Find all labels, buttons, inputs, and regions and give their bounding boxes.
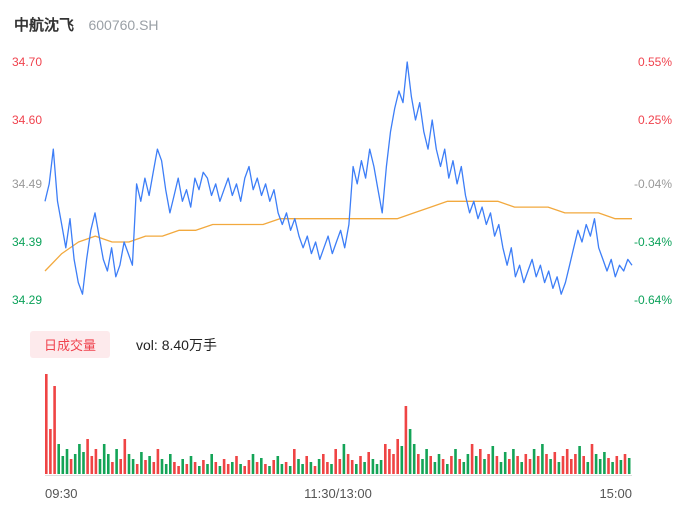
x-axis-label-open: 09:30 xyxy=(45,486,78,501)
pct-axis-label: 0.25% xyxy=(637,113,672,127)
price-axis-label: 34.60 xyxy=(12,113,43,127)
volume-value-label: vol: 8.40万手 xyxy=(136,336,217,353)
pct-axis-label-low: -0.64% xyxy=(633,293,672,307)
pct-axis-label-prevclose: -0.04% xyxy=(633,177,672,191)
stock-name: 中航沈飞 xyxy=(14,17,75,34)
intraday-price-chart[interactable] xyxy=(0,45,686,315)
price-axis-label: 34.39 xyxy=(12,235,43,249)
header: 中航沈飞 600760.SH xyxy=(14,14,159,35)
pct-axis-label: -0.34% xyxy=(633,235,672,249)
volume-tab-badge[interactable]: 日成交量 xyxy=(30,331,111,358)
x-axis-label-close: 15:00 xyxy=(599,486,632,501)
stock-code: 600760.SH xyxy=(88,17,159,33)
pct-axis-label-high: 0.55% xyxy=(637,55,672,69)
price-axis-label-prevclose: 34.49 xyxy=(12,177,43,191)
x-axis-label-midday: 11:30/13:00 xyxy=(304,486,372,501)
price-axis-label-high: 34.70 xyxy=(12,55,43,69)
volume-section-header: 日成交量 vol: 8.40万手 xyxy=(30,331,217,358)
volume-bar-chart[interactable] xyxy=(0,368,686,480)
price-axis-label-low: 34.29 xyxy=(12,293,43,307)
